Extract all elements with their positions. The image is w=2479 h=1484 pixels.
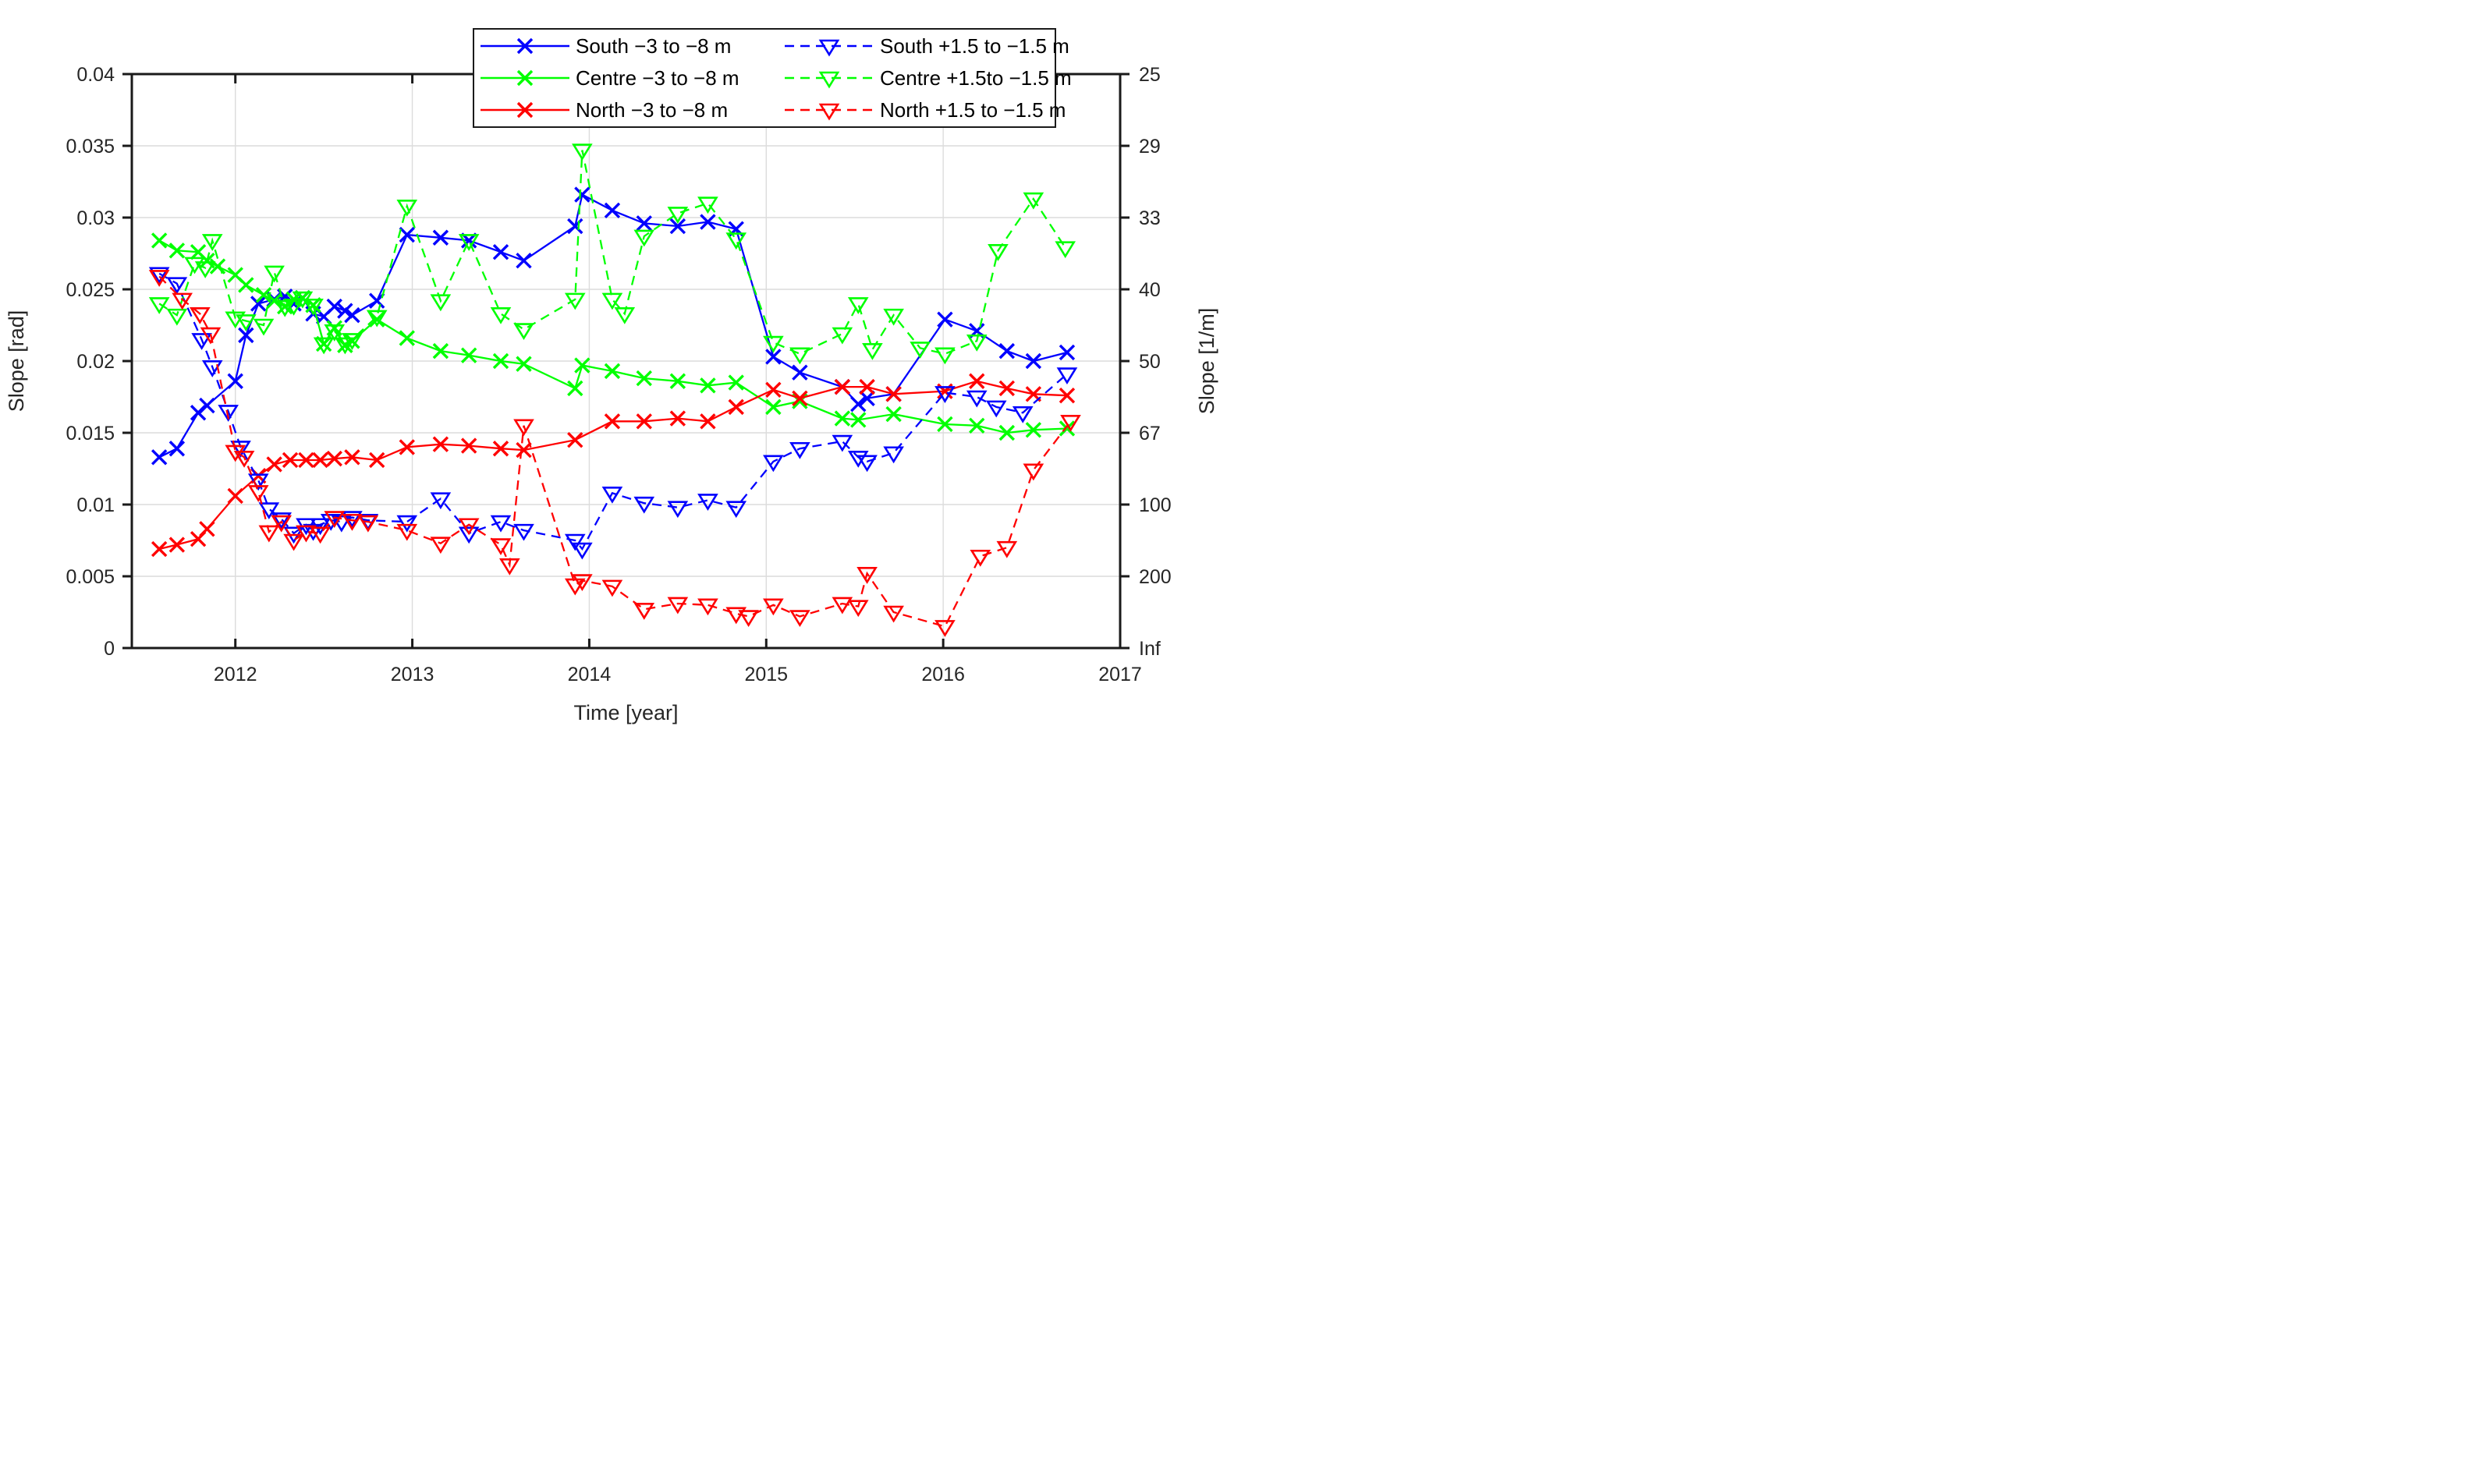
series-north-deep: [151, 373, 1076, 558]
yaxis-right-label: Slope [1/m]: [1195, 308, 1218, 415]
xaxis-label: Time [year]: [573, 701, 678, 724]
ytick-left-label: 0.04: [76, 64, 115, 86]
ytick-right-label: 33: [1139, 207, 1161, 229]
ytick-right-label: 50: [1139, 351, 1161, 373]
ytick-right-label: 100: [1139, 494, 1172, 516]
figure: 0 0.005 0.01 0.015 0.02 0.025 0.03 0.035 0.04 Inf…: [0, 0, 1240, 742]
legend-entry-south-shallow: South +1.5 to −1.5 m: [778, 30, 1069, 62]
legend-entry-south-deep: South −3 to −8 m: [474, 30, 778, 62]
ytick-left-label: 0.035: [66, 136, 115, 158]
gridlines: [132, 74, 1120, 648]
legend-sample-solid: [481, 37, 569, 54]
series-centre-shallow: [148, 143, 1076, 365]
legend-sample-solid: [481, 102, 569, 119]
ytick-right-label: 67: [1139, 423, 1161, 444]
legend: South −3 to −8 m South +1.5 to −1.5 m Cent…: [473, 28, 1072, 128]
legend-entry-north-shallow: North +1.5 to −1.5 m: [778, 94, 1066, 126]
ytick-left-label: 0.01: [76, 494, 115, 516]
tick-labels: 0 0.005 0.01 0.015 0.02 0.025 0.03 0.035 0.04 Inf…: [66, 64, 1171, 685]
ytick-left-label: 0.025: [66, 279, 115, 301]
xtick-label: 2017: [1098, 664, 1142, 685]
ytick-left-label: 0.02: [76, 351, 115, 373]
ytick-left-label: 0: [104, 638, 115, 660]
legend-label: North +1.5 to −1.5 m: [880, 98, 1066, 122]
legend-sample-solid: [481, 69, 569, 87]
xtick-label: 2012: [214, 664, 257, 685]
xtick-label: 2016: [921, 664, 965, 685]
legend-label: Centre +1.5to −1.5 m: [880, 66, 1072, 90]
ytick-right-label: 200: [1139, 566, 1172, 588]
yaxis-left-label: Slope [rad]: [5, 310, 28, 413]
legend-label: Centre −3 to −8 m: [576, 66, 739, 90]
legend-sample-dashed: [785, 71, 874, 89]
series-centre-deep: [151, 232, 1076, 441]
legend-sample-dashed: [785, 39, 874, 57]
legend-label: North −3 to −8 m: [576, 98, 729, 122]
ytick-right-label: 40: [1139, 279, 1161, 301]
series-north-shallow: [148, 270, 1081, 637]
plot-area: 0 0.005 0.01 0.015 0.02 0.025 0.03 0.035 0.04 Inf…: [5, 64, 1218, 724]
legend-label: South +1.5 to −1.5 m: [880, 34, 1069, 58]
legend-sample-dashed: [785, 104, 874, 121]
ytick-left-label: 0.005: [66, 566, 115, 588]
legend-entry-north-deep: North −3 to −8 m: [474, 94, 778, 126]
xtick-label: 2015: [744, 664, 788, 685]
xtick-label: 2013: [391, 664, 434, 685]
ytick-right-label: 25: [1139, 64, 1161, 86]
legend-entry-centre-shallow: Centre +1.5to −1.5 m: [778, 62, 1072, 94]
ytick-right-label: 29: [1139, 136, 1161, 158]
ytick-right-label: Inf: [1139, 638, 1161, 660]
ytick-left-label: 0.03: [76, 207, 115, 229]
legend-entry-centre-deep: Centre −3 to −8 m: [474, 62, 778, 94]
legend-label: South −3 to −8 m: [576, 34, 732, 58]
xtick-label: 2014: [568, 664, 612, 685]
ytick-left-label: 0.015: [66, 423, 115, 444]
